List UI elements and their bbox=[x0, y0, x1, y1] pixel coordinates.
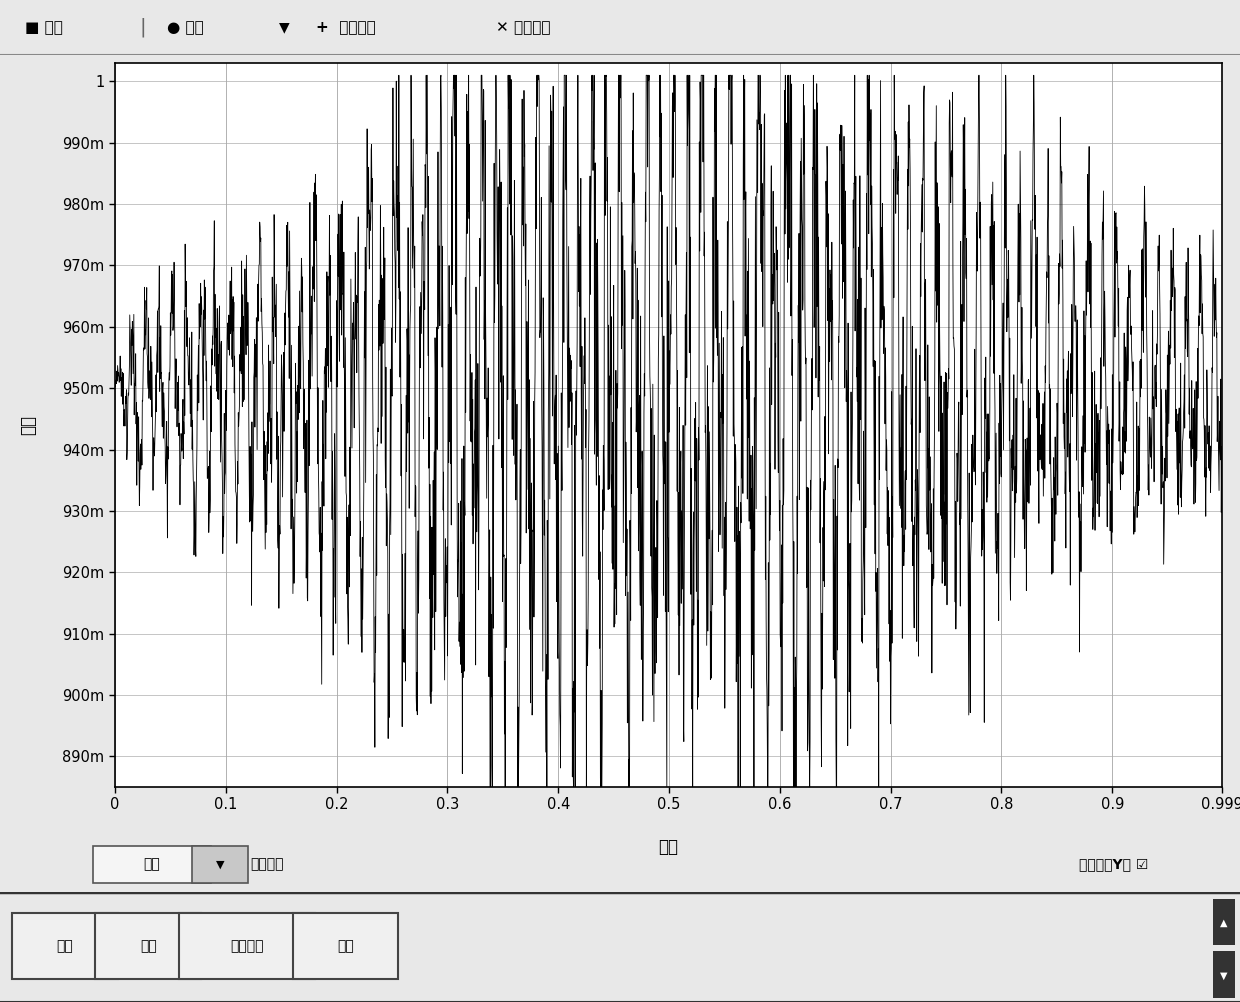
Text: |: | bbox=[139, 18, 146, 37]
FancyBboxPatch shape bbox=[179, 913, 315, 979]
Text: 记录: 记录 bbox=[337, 939, 353, 953]
Text: +  添加通道: + 添加通道 bbox=[316, 20, 376, 35]
Text: ▼: ▼ bbox=[279, 20, 290, 34]
Bar bbox=[1213, 899, 1235, 945]
FancyBboxPatch shape bbox=[12, 913, 118, 979]
X-axis label: 时间: 时间 bbox=[658, 838, 678, 856]
Text: 自动调整Y轴 ☑: 自动调整Y轴 ☑ bbox=[1079, 858, 1148, 872]
Text: 配置: 配置 bbox=[57, 939, 73, 953]
FancyBboxPatch shape bbox=[192, 847, 248, 883]
Text: ▼: ▼ bbox=[216, 860, 224, 870]
Text: 图形: 图形 bbox=[144, 858, 160, 872]
Text: 显示类型: 显示类型 bbox=[250, 858, 284, 872]
Text: 高级定时: 高级定时 bbox=[229, 939, 264, 953]
Text: ▲: ▲ bbox=[1220, 918, 1228, 928]
Bar bbox=[1213, 952, 1235, 998]
FancyBboxPatch shape bbox=[95, 913, 201, 979]
Text: 触发: 触发 bbox=[140, 939, 156, 953]
Text: ✕ 删除通道: ✕ 删除通道 bbox=[496, 20, 551, 35]
Text: ■ 保存: ■ 保存 bbox=[25, 20, 63, 35]
FancyBboxPatch shape bbox=[93, 847, 211, 883]
Text: ▼: ▼ bbox=[1220, 971, 1228, 981]
Y-axis label: 幅値: 幅値 bbox=[20, 415, 37, 435]
FancyBboxPatch shape bbox=[293, 913, 398, 979]
Text: ● 运行: ● 运行 bbox=[167, 20, 205, 35]
